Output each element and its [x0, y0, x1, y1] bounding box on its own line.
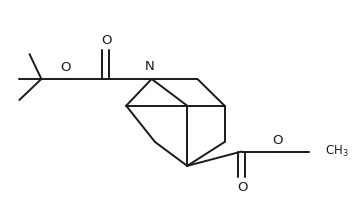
Text: O: O: [237, 181, 247, 194]
Text: O: O: [101, 34, 112, 47]
Text: O: O: [60, 61, 70, 74]
Text: CH$_3$: CH$_3$: [325, 144, 348, 159]
Text: N: N: [145, 60, 155, 73]
Text: O: O: [272, 134, 282, 147]
